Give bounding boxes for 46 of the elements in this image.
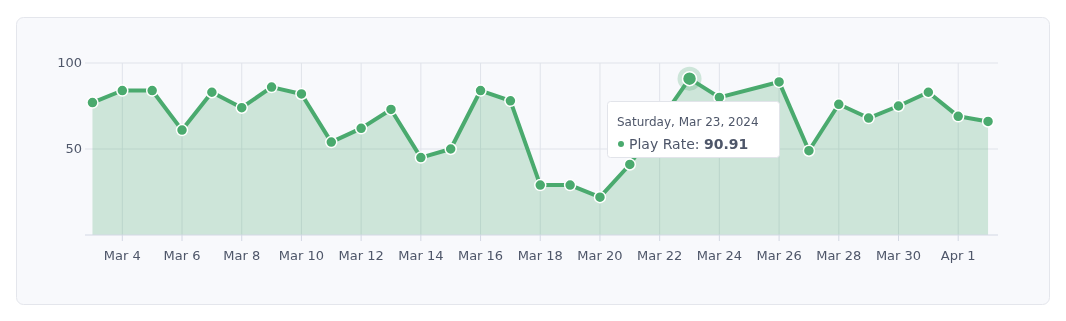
x-tick-label: Mar 18 [517, 248, 563, 263]
y-tick-label: 50 [65, 141, 82, 156]
x-tick-label: Mar 14 [398, 248, 444, 263]
annotation: Play Rate: 90.91 [629, 136, 749, 152]
x-tick-label: Mar 30 [875, 248, 922, 263]
point [145, 84, 159, 97]
y-tick-label: 100 [57, 55, 82, 70]
point [892, 99, 905, 113]
x-tick-label: Mar 26 [756, 248, 802, 263]
point [922, 85, 935, 99]
point [772, 75, 786, 89]
point [384, 103, 398, 116]
x-tick-label: Mar 16 [457, 248, 504, 263]
point [474, 84, 487, 97]
x-tick-label: Mar 28 [816, 248, 862, 263]
point [563, 178, 577, 192]
x-tick-label: Mar 4 [103, 248, 141, 263]
point [414, 151, 428, 164]
x-tick-label: Mar 12 [338, 248, 384, 263]
point [235, 101, 248, 114]
point [325, 135, 338, 149]
point [175, 123, 189, 137]
point [832, 98, 846, 111]
annotation: Saturday, Mar 23, 2024 [617, 115, 759, 129]
point [116, 84, 129, 97]
x-tick-label: Mar 10 [278, 248, 325, 263]
point [802, 144, 816, 157]
point [265, 80, 278, 94]
point [623, 158, 637, 171]
point [534, 178, 547, 192]
x-tick-label: Mar 22 [637, 248, 683, 263]
x-tick-label: Mar 8 [223, 248, 261, 263]
point [86, 96, 99, 109]
point [862, 111, 875, 125]
point [444, 142, 457, 156]
point [295, 87, 308, 101]
point [951, 110, 965, 123]
point [981, 115, 995, 128]
point [593, 190, 607, 204]
x-tick-label: Mar 20 [577, 248, 623, 263]
x-tick-label: Apr 1 [940, 248, 976, 263]
point [504, 94, 517, 108]
point [205, 85, 219, 99]
x-tick-label: Mar 24 [696, 248, 742, 263]
point [354, 122, 368, 135]
x-tick-label: Mar 6 [163, 248, 201, 263]
